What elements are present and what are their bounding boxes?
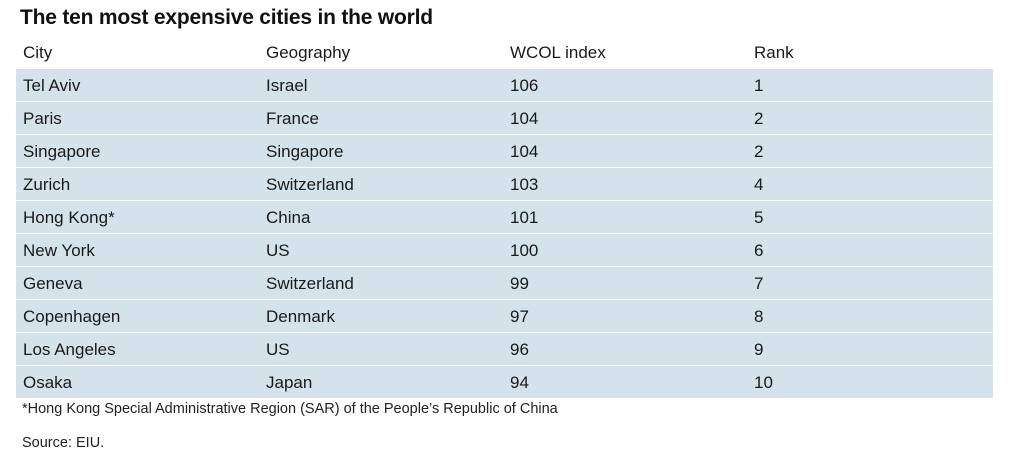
cell-geography: Switzerland	[266, 175, 354, 194]
table-row: Osaka Japan 94 10	[16, 366, 993, 399]
cell-rank: 2	[754, 109, 764, 128]
cell-geography: Denmark	[266, 307, 335, 326]
table-row: Geneva Switzerland 99 7	[16, 267, 993, 300]
cell-wcol-index: 106	[510, 76, 539, 95]
header-rank: Rank	[754, 43, 794, 62]
cell-city: Tel Aviv	[23, 76, 81, 95]
cell-geography: France	[266, 109, 319, 128]
cell-rank: 5	[754, 208, 764, 227]
cell-city: New York	[23, 241, 95, 260]
table-row: Tel Aviv Israel 106 1	[16, 69, 993, 102]
cell-geography: Israel	[266, 76, 308, 95]
cell-wcol-index: 103	[510, 175, 539, 194]
cell-rank: 7	[754, 274, 764, 293]
table-row: New York US 100 6	[16, 234, 993, 267]
cell-rank: 9	[754, 340, 764, 359]
cell-geography: Japan	[266, 373, 313, 392]
cell-wcol-index: 96	[510, 340, 529, 359]
cell-geography: China	[266, 208, 311, 227]
cell-city: Geneva	[23, 274, 83, 293]
cell-geography: Switzerland	[266, 274, 354, 293]
cell-city: Hong Kong*	[23, 208, 115, 227]
cell-geography: US	[266, 340, 290, 359]
cell-city: Singapore	[23, 142, 101, 161]
cell-wcol-index: 101	[510, 208, 539, 227]
cell-wcol-index: 97	[510, 307, 529, 326]
cell-rank: 1	[754, 76, 764, 95]
cell-rank: 8	[754, 307, 764, 326]
cell-city: Copenhagen	[23, 307, 121, 326]
table-row: Copenhagen Denmark 97 8	[16, 300, 993, 333]
table-title: The ten most expensive cities in the wor…	[20, 6, 433, 29]
cell-rank: 4	[754, 175, 764, 194]
table-row: Singapore Singapore 104 2	[16, 135, 993, 168]
table-row: Zurich Switzerland 103 4	[16, 168, 993, 201]
footnote: *Hong Kong Special Administrative Region…	[22, 401, 558, 417]
cell-wcol-index: 104	[510, 142, 539, 161]
table-row: Los Angeles US 96 9	[16, 333, 993, 366]
header-city: City	[23, 43, 53, 62]
source-note: Source: EIU.	[22, 435, 105, 451]
cities-table: City Geography WCOL index Rank Tel Aviv …	[16, 36, 993, 399]
cell-rank: 2	[754, 142, 764, 161]
cell-rank: 10	[754, 373, 773, 392]
cell-city: Los Angeles	[23, 340, 116, 359]
cell-wcol-index: 104	[510, 109, 539, 128]
cell-city: Osaka	[23, 373, 73, 392]
cell-city: Paris	[23, 109, 62, 128]
cell-wcol-index: 94	[510, 373, 529, 392]
cell-geography: Singapore	[266, 142, 344, 161]
cell-city: Zurich	[23, 175, 71, 194]
cell-rank: 6	[754, 241, 764, 260]
cell-wcol-index: 99	[510, 274, 529, 293]
table-row: Paris France 104 2	[16, 102, 993, 135]
header-geography: Geography	[266, 43, 351, 62]
cell-geography: US	[266, 241, 290, 260]
header-wcol-index: WCOL index	[510, 43, 606, 62]
table-row: Hong Kong* China 101 5	[16, 201, 993, 234]
cell-wcol-index: 100	[510, 241, 539, 260]
table-header-row: City Geography WCOL index Rank	[16, 36, 993, 69]
